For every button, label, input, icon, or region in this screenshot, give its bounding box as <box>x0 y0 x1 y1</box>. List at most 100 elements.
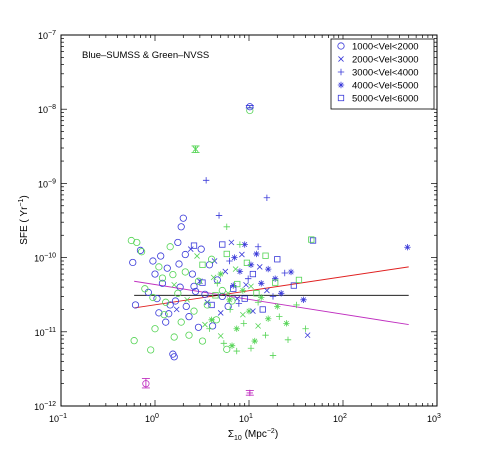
nvss-point-circle <box>130 337 138 345</box>
nvss-point-asterisk <box>251 337 258 345</box>
sumss-point-circle <box>218 292 226 300</box>
legend-marker-asterisk <box>337 81 345 89</box>
nvss-point-circle <box>158 274 167 282</box>
sumss-point-square <box>249 270 257 278</box>
nvss-point-plus <box>293 301 300 309</box>
sumss-point-plus <box>215 212 223 219</box>
sumss-point-square <box>241 295 248 302</box>
sumss-point-asterisk <box>272 275 279 282</box>
error-bars <box>141 103 254 397</box>
nvss-point-circle <box>162 298 170 306</box>
nvss-point-circle <box>166 243 174 251</box>
x-axis-label-sub: 10 <box>234 435 242 442</box>
sumss-point-x <box>243 281 249 288</box>
sumss-point-circle <box>201 290 209 298</box>
sumss-point-asterisk <box>230 282 237 289</box>
sumss-point-x <box>264 287 270 294</box>
error-bar-marker-blue <box>246 103 254 111</box>
legend: 1000<Vel<2000 2000<Vel<3000 3000<Vel<4000 4… <box>330 38 435 110</box>
nvss-point-circle <box>185 331 193 339</box>
nvss-point-x <box>194 253 200 259</box>
tick-labels: 10−1 100 101 102 103 10−12 10−11 10−10 10−9 10−8 1… <box>34 30 441 424</box>
sumss-point-asterisk <box>231 254 238 261</box>
sumss-point-plus <box>281 269 288 277</box>
sumss-point-circle <box>179 214 187 222</box>
nvss-point-plus <box>236 241 244 248</box>
nvss-point-square <box>243 259 251 266</box>
legend-marker-square <box>337 94 345 102</box>
nvss-point-plus <box>226 306 234 313</box>
sumss-point-circle <box>129 258 137 267</box>
sumss-point-asterisk <box>236 268 244 275</box>
y-axis-label-end: ) <box>19 195 30 198</box>
error-bar-marker-magenta <box>142 380 150 388</box>
sumss-point-circle <box>131 301 140 309</box>
legend-box <box>330 38 435 110</box>
nvss-point-asterisk <box>208 316 215 324</box>
sumss-point-plus <box>263 194 271 201</box>
y-axis-label-main: SFE ( Yr <box>19 206 30 245</box>
sumss-point-circle <box>197 245 205 253</box>
x-axis-label-end: ) <box>275 429 278 440</box>
nvss-point-circle <box>228 297 236 305</box>
nvss-point-x <box>248 283 254 290</box>
legend-entries: 1000<Vel<2000 2000<Vel<3000 3000<Vel<4000 4… <box>337 42 419 105</box>
sumss-point-circle <box>174 238 182 247</box>
x-tick-label: 103 <box>427 413 441 424</box>
sumss-point-circle <box>162 318 170 326</box>
y-tick-label: 10−7 <box>38 30 56 41</box>
legend-marker-plus <box>337 68 345 76</box>
sumss-point-plus <box>269 293 277 300</box>
legend-label: 5000<Vel<6000 <box>352 94 419 105</box>
nvss-point-x <box>184 296 191 303</box>
nvss-point-square <box>234 280 241 288</box>
nvss-point-plus <box>240 320 247 327</box>
sumss-point-circle <box>194 323 203 331</box>
sumss-point-plus <box>244 275 252 282</box>
nvss-point-circle <box>207 255 216 263</box>
sumss-point-square <box>259 306 266 313</box>
sumss-point-square <box>230 285 237 292</box>
x-axis-label-sup: −2 <box>267 428 275 435</box>
sumss-point-circle <box>185 313 193 321</box>
nvss-point-asterisk <box>226 296 233 303</box>
sumss-point-plus <box>226 257 233 265</box>
sumss-point-x <box>228 239 235 246</box>
nvss-point-circle <box>170 333 178 341</box>
sumss-point-circle <box>175 260 183 268</box>
plot-frame <box>60 34 438 407</box>
sumss-point-asterisk <box>264 265 272 273</box>
legend-label: 3000<Vel<4000 <box>352 68 419 79</box>
nvss-point-square <box>253 290 260 297</box>
nvss-point-circle <box>218 286 226 295</box>
sumss-point-asterisk <box>253 250 260 258</box>
nvss-point-circle <box>149 293 157 302</box>
nvss-point-plus <box>223 223 230 231</box>
y-axis-label: SFE ( Yr−1) <box>18 195 30 244</box>
nvss-point-circle <box>147 346 155 354</box>
x-axis-label-rest: (Mpc <box>242 429 267 440</box>
nvss-point-plus <box>233 347 240 355</box>
sumss-point-asterisk <box>241 241 248 248</box>
nvss-point-asterisk <box>239 287 247 294</box>
x-tick-label: 101 <box>239 413 253 424</box>
error-bar-marker-magenta <box>246 389 254 397</box>
nvss-point-plus <box>262 331 269 339</box>
sumss-point-circle <box>163 264 171 272</box>
x-tick-label: 102 <box>333 413 347 424</box>
sumss-point-circle <box>182 302 190 310</box>
nvss-point-x <box>232 266 239 272</box>
nvss-point-asterisk <box>217 270 224 278</box>
sumss-point-x <box>217 310 224 316</box>
nvss-point-circle <box>174 289 182 297</box>
sumss-point-square <box>274 256 281 263</box>
sumss-point-x <box>304 332 311 339</box>
legend-marker-x <box>338 56 344 62</box>
sumss-point-x <box>187 246 194 252</box>
sumss-point-square <box>208 301 215 309</box>
x-tick-label: 10−1 <box>49 413 67 424</box>
nvss-point-square <box>295 276 303 284</box>
sumss-point-plus <box>235 300 243 307</box>
nvss-point-x <box>217 333 224 339</box>
